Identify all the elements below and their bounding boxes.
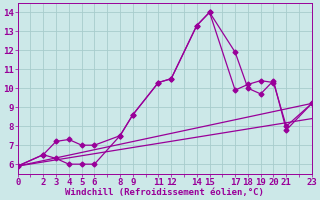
X-axis label: Windchill (Refroidissement éolien,°C): Windchill (Refroidissement éolien,°C) [65,188,264,197]
